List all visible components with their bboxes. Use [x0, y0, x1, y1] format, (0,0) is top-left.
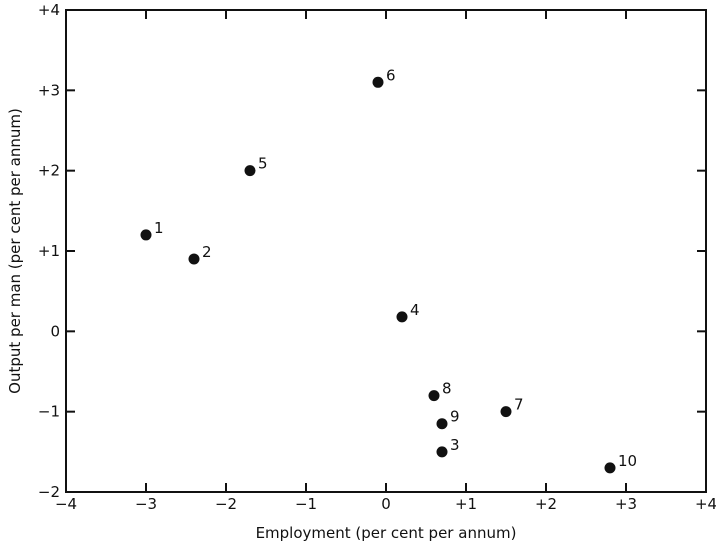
x-tick-label: −1 [295, 495, 317, 513]
data-point-2 [188, 253, 200, 265]
y-tick-label: 0 [50, 322, 60, 340]
x-tick-label: +3 [615, 495, 637, 513]
data-point-label-6: 6 [386, 66, 396, 84]
data-point-label-10: 10 [618, 452, 637, 470]
data-point-3 [436, 446, 448, 458]
x-axis-title: Employment (per cent per annum) [256, 524, 517, 542]
y-axis-title: Output per man (per cent per annum) [6, 108, 24, 394]
data-point-1 [140, 229, 152, 241]
data-point-label-8: 8 [442, 380, 452, 398]
data-point-label-2: 2 [202, 243, 212, 261]
data-point-8 [428, 390, 440, 402]
x-tick-label: +4 [695, 495, 716, 513]
x-tick-label: +2 [535, 495, 557, 513]
x-tick-label: +1 [455, 495, 477, 513]
data-point-label-9: 9 [450, 408, 460, 426]
y-tick-label: +3 [38, 81, 60, 99]
data-point-7 [500, 406, 512, 418]
data-point-label-5: 5 [258, 155, 268, 173]
data-point-5 [244, 165, 256, 177]
data-point-label-7: 7 [514, 396, 524, 414]
y-tick-label: +1 [38, 242, 60, 260]
ticks-layer: −4 −3 −2 −1 0 +1 +2 +3 +4 −2 −1 0 +1 +2 +3 +4 [38, 1, 716, 513]
data-point-10 [604, 462, 616, 474]
data-point-label-3: 3 [450, 436, 460, 454]
data-point-6 [372, 76, 384, 88]
y-tick-label: −1 [38, 403, 60, 421]
y-tick-label: +4 [38, 1, 60, 19]
y-tick-label: +2 [38, 162, 60, 180]
x-tick-label: 0 [381, 495, 391, 513]
data-point-9 [436, 418, 448, 430]
y-tick-label: −2 [38, 483, 60, 501]
data-point-label-4: 4 [410, 301, 420, 319]
points-layer: 1 2 3 4 5 6 7 8 9 10 [140, 66, 637, 474]
x-tick-label: −3 [135, 495, 157, 513]
data-point-label-1: 1 [154, 219, 164, 237]
x-tick-label: −4 [55, 495, 77, 513]
x-tick-label: −2 [215, 495, 237, 513]
data-point-4 [396, 311, 408, 323]
plot-frame [65, 9, 707, 493]
